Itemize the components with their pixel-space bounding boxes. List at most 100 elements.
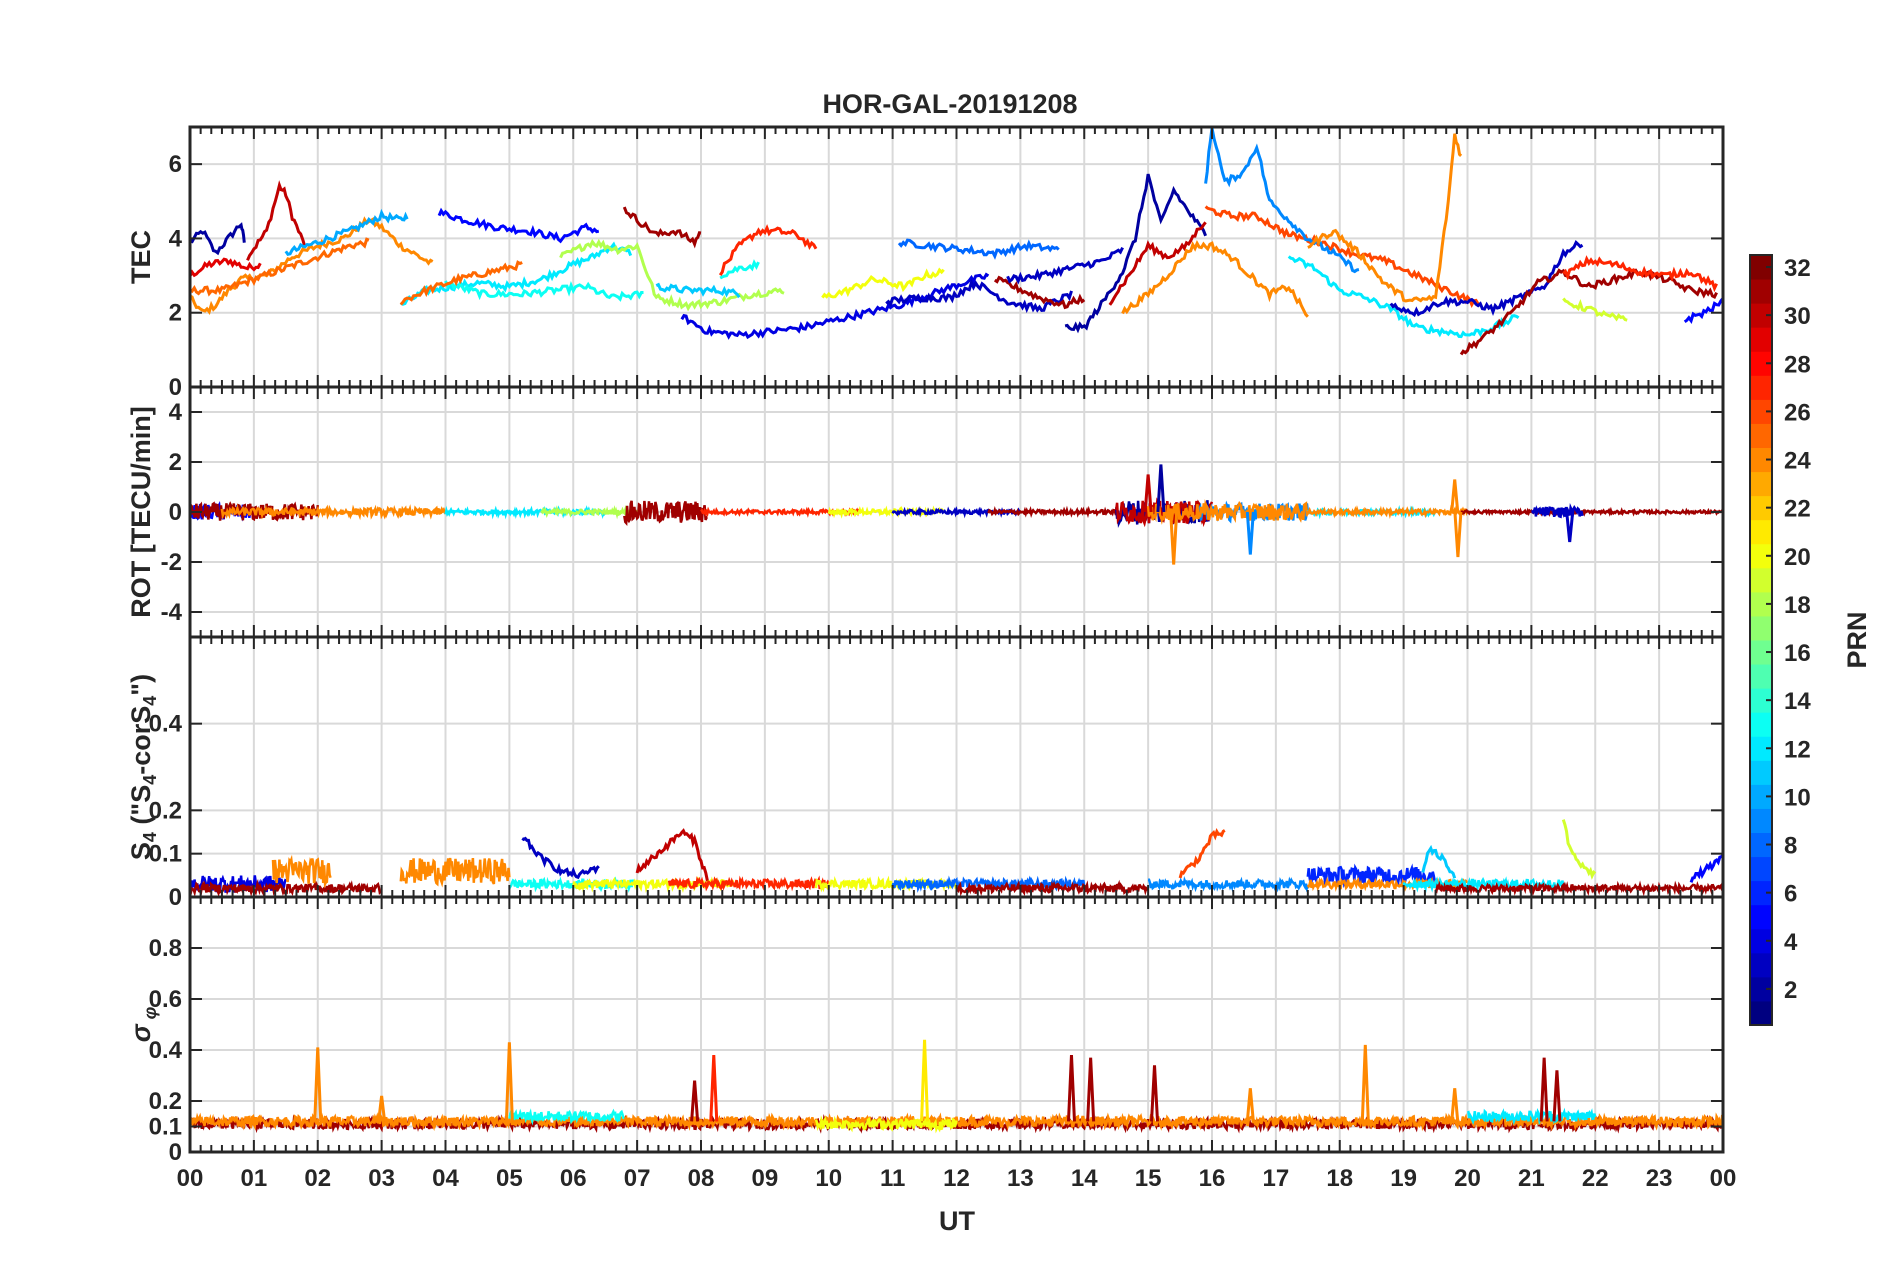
rot-series-prn-18 <box>540 504 639 520</box>
tec-y-tick-label: 6 <box>169 151 182 178</box>
colorbar-swatch <box>1750 832 1772 858</box>
x-tick-label: 00 <box>177 1165 204 1192</box>
x-tick-label: 22 <box>1582 1165 1609 1192</box>
tec-series-prn-20 <box>821 267 945 299</box>
sigma_phi-y-tick-label: 0.2 <box>149 1088 182 1115</box>
colorbar-tick-label: 32 <box>1784 255 1811 282</box>
tec-series-prn-12 <box>1287 255 1520 339</box>
sigma_phi-y-tick-label: 0.8 <box>149 935 182 962</box>
rot-series-prn-24 <box>1146 499 1309 525</box>
colorbar-swatch <box>1750 375 1772 400</box>
colorbar-swatch <box>1750 760 1772 785</box>
x-tick-label: 06 <box>560 1165 587 1192</box>
colorbar-swatch <box>1750 712 1772 737</box>
tec-series-prn-31 <box>1459 268 1718 356</box>
x-tick-label: 14 <box>1071 1165 1098 1192</box>
colorbar-swatch <box>1750 567 1772 593</box>
colorbar-frame <box>1749 254 1773 1026</box>
rot-series-prn-3 <box>1531 502 1584 519</box>
colorbar-swatch <box>1750 351 1772 376</box>
x-tick-label: 00 <box>1710 1165 1737 1192</box>
tec-series-prn-31 <box>993 275 1086 310</box>
sigma_phi-spike-prn-24 <box>1360 1044 1370 1122</box>
s4-label-part: 4 <box>140 832 160 842</box>
s4-label-part: 4 <box>140 696 160 706</box>
s4-label-part: ") <box>126 674 156 696</box>
tec-x-ticks <box>189 127 1724 388</box>
sigma-label-part: φ <box>140 1006 160 1024</box>
tec-series-prn-3 <box>885 278 1073 314</box>
sigma_phi-spike-prn-31 <box>1086 1057 1096 1122</box>
tec-series-prn-9 <box>1204 127 1360 274</box>
sigma_phi-spike-prn-31 <box>1066 1055 1076 1122</box>
tec-series-prn-2 <box>1064 173 1207 334</box>
tec-y-axis-label: TEC <box>126 230 156 284</box>
panel-rot: -4 -2 0 2 4 ROT [TECU/min] <box>126 385 1725 639</box>
s4-label-part: -corS <box>126 706 156 775</box>
x-tick-label: 11 <box>880 1165 905 1192</box>
sigma_phi-spike-prn-27 <box>709 1055 719 1122</box>
s4-series-prn-31 <box>1434 880 1723 897</box>
rot-spike-prn-24 <box>1453 511 1463 558</box>
s4-series-prn-4 <box>190 874 287 893</box>
tec-y-tick-label: 0 <box>169 374 182 401</box>
colorbar-tick-label: 10 <box>1784 784 1811 811</box>
tec-series-prn-25 <box>190 237 370 297</box>
x-tick-label: 21 <box>1518 1165 1545 1192</box>
s4-y-axis-label: S4 ("S4-corS4") <box>126 674 160 860</box>
colorbar-swatch <box>1750 423 1772 448</box>
sigma_phi-y-axis-label: σ φ <box>126 1006 160 1042</box>
tec-series-prn-8 <box>897 238 1060 260</box>
colorbar-swatch <box>1750 471 1772 497</box>
tec-series-prn-31 <box>622 206 702 249</box>
tec-series-prn-3 <box>1006 246 1124 285</box>
tec-y-tick-label: 4 <box>169 225 183 252</box>
colorbar-swatch <box>1750 399 1772 424</box>
tec-data <box>190 127 1723 356</box>
tec-series-prn-2 <box>190 222 246 256</box>
x-axis-label: UT <box>939 1206 975 1236</box>
x-tick-label: 16 <box>1199 1165 1226 1192</box>
rot-series-prn-31 <box>987 505 1118 519</box>
s4-data <box>190 819 1723 897</box>
x-tick-label: 02 <box>304 1165 331 1192</box>
x-tick-label: 12 <box>943 1165 970 1192</box>
rot-series-prn-31 <box>623 500 708 526</box>
sigma_phi-spike-prn-31 <box>1539 1057 1549 1122</box>
sigma_phi-series-prn-20 <box>814 1115 958 1134</box>
s4-series-prn-27 <box>667 875 830 892</box>
s4-label-part: 4 <box>140 775 160 785</box>
x-tick-label: 09 <box>752 1165 779 1192</box>
x-tick-label: 03 <box>368 1165 395 1192</box>
colorbar-swatch <box>1750 880 1772 906</box>
colorbar-swatch <box>1750 736 1772 761</box>
colorbar-swatch <box>1750 447 1772 473</box>
colorbar-swatch <box>1750 904 1772 930</box>
colorbar-tick-label: 22 <box>1784 496 1811 523</box>
x-tick-label: 04 <box>432 1165 459 1192</box>
tec-series-prn-24 <box>1307 133 1463 303</box>
colorbar-swatch <box>1750 640 1772 665</box>
tec-series-prn-13 <box>444 280 644 302</box>
colorbar-swatch <box>1750 279 1772 304</box>
colorbar-tick-label: 26 <box>1784 399 1811 426</box>
sigma_phi-x-ticks <box>189 897 1724 1153</box>
panel-sigma_phi: 00.10.2 0.4 0.6 0.8 σ φ <box>126 895 1725 1166</box>
tec-series-prn-26 <box>1204 205 1481 309</box>
rot-spike-prn-3 <box>1565 511 1575 543</box>
sigma_phi-y-tick-label: 0 <box>169 1139 182 1166</box>
s4-series-prn-24 <box>271 854 332 889</box>
s4-series-prn-9 <box>1147 876 1309 893</box>
sigma_phi-spike-prn-24 <box>1245 1088 1255 1122</box>
colorbar-tick-label: 12 <box>1784 736 1811 763</box>
tec-series-prn-5 <box>437 207 600 244</box>
colorbar-swatch <box>1750 495 1772 521</box>
sigma_phi-series-prn-13 <box>508 1106 625 1126</box>
sigma_phi-spike-prn-24 <box>377 1095 387 1122</box>
x-tick-label: 20 <box>1454 1165 1481 1192</box>
x-tick-label: 15 <box>1135 1165 1162 1192</box>
x-tick-labels: 00 01 02 03 04 05 06 07 08 09 10 11 12 13 14 15 16 17 18 19… <box>177 1165 1737 1192</box>
colorbar-swatch <box>1750 952 1772 978</box>
colorbar-swatch <box>1750 856 1772 882</box>
s4-series-prn-24 <box>399 857 511 888</box>
